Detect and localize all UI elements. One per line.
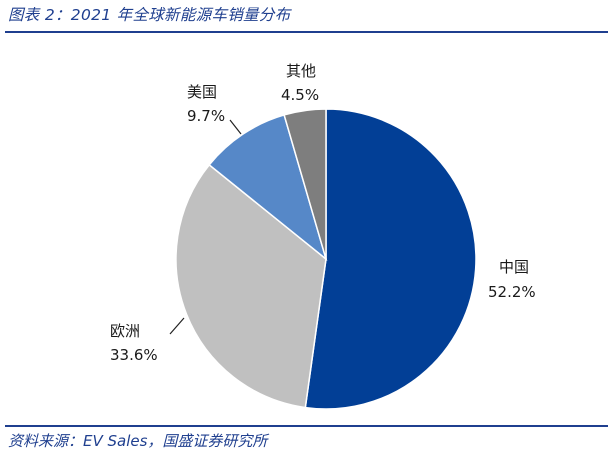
leader-line-2 bbox=[169, 317, 185, 335]
slice-name-label-4: 其他 bbox=[286, 62, 316, 80]
pie-slice-1 bbox=[304, 108, 477, 410]
figure-source: 资料来源：EV Sales，国盛证券研究所 bbox=[8, 432, 268, 450]
slice-value-label-4: 4.5% bbox=[281, 86, 319, 104]
pie-slice-4 bbox=[283, 108, 327, 260]
leader-line-3 bbox=[229, 119, 242, 135]
source-rule bbox=[5, 425, 608, 427]
slice-value-label-2: 33.6% bbox=[110, 346, 158, 364]
slice-value-label-3: 9.7% bbox=[187, 107, 225, 125]
slice-value-label-1: 52.2% bbox=[488, 283, 536, 301]
figure-title: 图表 2：2021 年全球新能源车销量分布 bbox=[8, 6, 291, 24]
pie-slice-2 bbox=[175, 163, 327, 409]
slice-name-label-3: 美国 bbox=[187, 83, 217, 101]
slice-name-label-1: 中国 bbox=[499, 258, 529, 276]
title-rule bbox=[5, 31, 608, 33]
pie-slice-3 bbox=[208, 114, 328, 262]
slice-name-label-2: 欧洲 bbox=[110, 322, 140, 340]
